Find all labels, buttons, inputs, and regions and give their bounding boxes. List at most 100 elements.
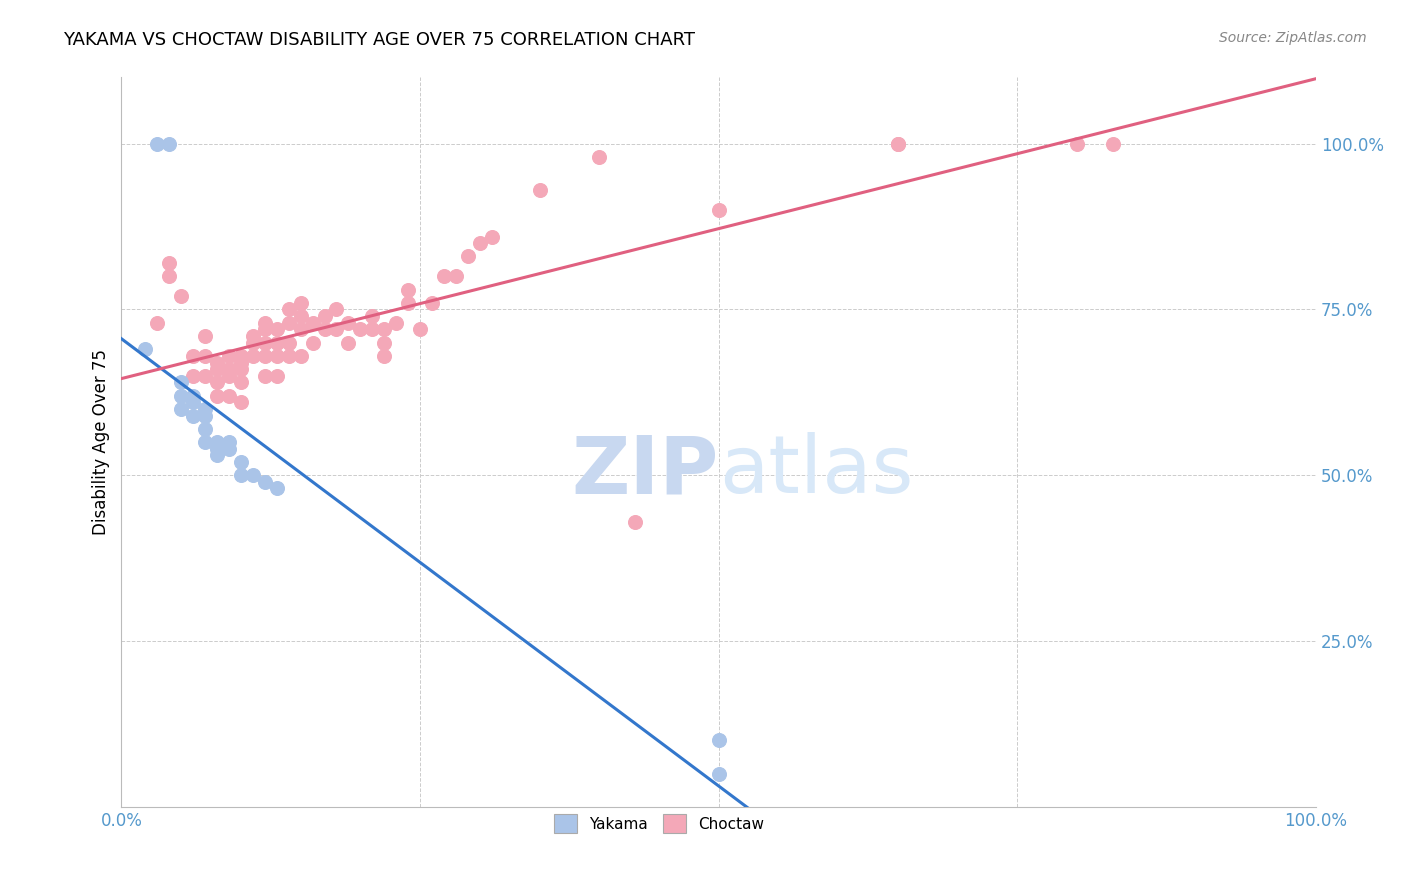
Point — [157, 256, 180, 270]
Point — [707, 733, 730, 747]
Point — [253, 335, 276, 350]
Text: YAKAMA VS CHOCTAW DISABILITY AGE OVER 75 CORRELATION CHART: YAKAMA VS CHOCTAW DISABILITY AGE OVER 75… — [63, 31, 696, 49]
Point — [194, 368, 217, 383]
Point — [468, 236, 491, 251]
Point — [181, 409, 204, 423]
Point — [253, 368, 276, 383]
Point — [290, 349, 312, 363]
Point — [205, 355, 228, 369]
Point — [277, 302, 299, 317]
Point — [529, 183, 551, 197]
Point — [588, 150, 610, 164]
Point — [314, 309, 336, 323]
Point — [229, 349, 252, 363]
Point — [242, 329, 264, 343]
Point — [887, 136, 910, 151]
Point — [253, 349, 276, 363]
Point — [205, 448, 228, 462]
Point — [361, 322, 384, 336]
Point — [170, 401, 193, 416]
Point — [290, 309, 312, 323]
Point — [218, 442, 240, 456]
Point — [157, 136, 180, 151]
Point — [349, 322, 371, 336]
Point — [170, 389, 193, 403]
Point — [181, 395, 204, 409]
Point — [420, 296, 443, 310]
Point — [385, 316, 408, 330]
Point — [242, 349, 264, 363]
Point — [194, 349, 217, 363]
Point — [396, 283, 419, 297]
Point — [707, 202, 730, 217]
Point — [337, 316, 360, 330]
Point — [314, 322, 336, 336]
Point — [277, 335, 299, 350]
Point — [157, 269, 180, 284]
Point — [218, 362, 240, 376]
Point — [205, 442, 228, 456]
Point — [146, 136, 169, 151]
Point — [218, 389, 240, 403]
Point — [146, 316, 169, 330]
Point — [170, 376, 193, 390]
Point — [887, 136, 910, 151]
Point — [194, 422, 217, 436]
Point — [194, 401, 217, 416]
Point — [325, 302, 347, 317]
Point — [253, 322, 276, 336]
Point — [457, 249, 479, 263]
Point — [253, 316, 276, 330]
Point — [205, 435, 228, 450]
Point — [229, 395, 252, 409]
Point — [373, 322, 395, 336]
Point — [277, 316, 299, 330]
Point — [1066, 136, 1088, 151]
Point — [301, 335, 323, 350]
Text: Source: ZipAtlas.com: Source: ZipAtlas.com — [1219, 31, 1367, 45]
Point — [181, 368, 204, 383]
Point — [373, 349, 395, 363]
Point — [301, 316, 323, 330]
Point — [194, 329, 217, 343]
Point — [229, 455, 252, 469]
Point — [624, 515, 647, 529]
Point — [481, 229, 503, 244]
Point — [205, 362, 228, 376]
Y-axis label: Disability Age Over 75: Disability Age Over 75 — [93, 349, 110, 535]
Point — [218, 435, 240, 450]
Point — [229, 362, 252, 376]
Point — [325, 322, 347, 336]
Point — [266, 482, 288, 496]
Point — [205, 389, 228, 403]
Point — [253, 475, 276, 489]
Text: ZIP: ZIP — [571, 433, 718, 510]
Point — [170, 289, 193, 303]
Point — [229, 355, 252, 369]
Point — [277, 349, 299, 363]
Point — [242, 335, 264, 350]
Legend: Yakama, Choctaw: Yakama, Choctaw — [548, 808, 770, 839]
Point — [266, 349, 288, 363]
Point — [444, 269, 467, 284]
Point — [266, 368, 288, 383]
Point — [134, 343, 156, 357]
Point — [396, 296, 419, 310]
Point — [229, 468, 252, 483]
Point — [337, 335, 360, 350]
Point — [290, 296, 312, 310]
Point — [218, 368, 240, 383]
Point — [361, 309, 384, 323]
Point — [1102, 136, 1125, 151]
Point — [707, 766, 730, 780]
Text: atlas: atlas — [718, 433, 912, 510]
Point — [194, 435, 217, 450]
Point — [194, 409, 217, 423]
Point — [229, 376, 252, 390]
Point — [218, 349, 240, 363]
Point — [266, 335, 288, 350]
Point — [205, 376, 228, 390]
Point — [409, 322, 432, 336]
Point — [266, 322, 288, 336]
Point — [181, 389, 204, 403]
